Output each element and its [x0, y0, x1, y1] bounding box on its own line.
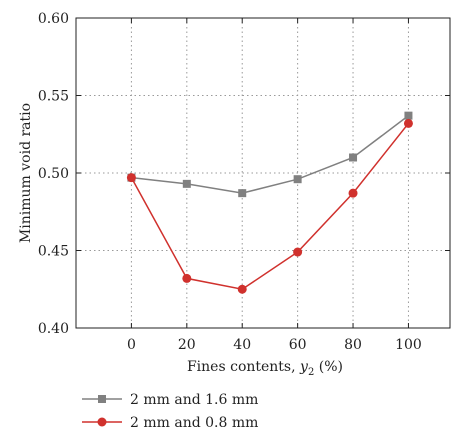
legend-marker-circle — [97, 417, 107, 427]
y-tick-label: 0.55 — [38, 89, 69, 105]
series-line-2 — [130, 122, 410, 291]
series-line-1 — [131, 115, 409, 194]
data-point-circle — [237, 284, 247, 294]
x-tick-label: 60 — [289, 337, 307, 353]
x-axis-label-sub: 2 — [308, 367, 314, 378]
data-point-circle — [182, 273, 192, 283]
data-point-square — [238, 189, 247, 198]
plot-frame — [75, 17, 451, 329]
legend-label-series-2: 2 mm and 0.8 mm — [130, 415, 258, 431]
x-axis-label: Fines contents, y2 (%) — [187, 359, 343, 378]
grid-lines — [76, 18, 450, 328]
data-point-circle — [348, 188, 358, 198]
y-tick-label: 0.45 — [38, 244, 69, 260]
data-point-circle — [126, 173, 136, 183]
x-tick-label: 80 — [344, 337, 362, 353]
y-axis-label: Minimum void ratio — [18, 103, 34, 243]
data-point-square — [182, 179, 191, 188]
data-point-square — [293, 175, 302, 184]
x-tick-label: 20 — [178, 337, 196, 353]
y-tick-label: 0.50 — [38, 166, 69, 182]
data-point-square — [404, 111, 413, 120]
y-tick-label: 0.60 — [38, 11, 69, 27]
x-axis-label-var: y — [299, 359, 309, 375]
legend-item-series-2: 2 mm and 0.8 mm — [82, 415, 258, 431]
x-tick-label: 40 — [233, 337, 251, 353]
data-point-circle — [293, 247, 303, 257]
axis-ticks: 0 20 40 60 80 100 0.40 0.45 0.50 0.55 0.60 — [38, 11, 450, 353]
legend-item-series-1: 2 mm and 1.6 mm — [82, 392, 258, 408]
legend-label-series-1: 2 mm and 1.6 mm — [130, 392, 258, 408]
x-axis-label-text: Fines contents, — [187, 359, 300, 375]
x-tick-label: 100 — [395, 337, 422, 353]
x-tick-label: 0 — [127, 337, 136, 353]
x-axis-label-unit: (%) — [314, 359, 343, 375]
y-tick-label: 0.40 — [38, 321, 69, 337]
legend: 2 mm and 1.6 mm 2 mm and 0.8 mm — [82, 392, 258, 431]
data-point-square — [349, 153, 358, 162]
data-point-circle — [403, 118, 413, 128]
series-layer — [126, 111, 413, 294]
legend-marker-square — [98, 395, 106, 403]
